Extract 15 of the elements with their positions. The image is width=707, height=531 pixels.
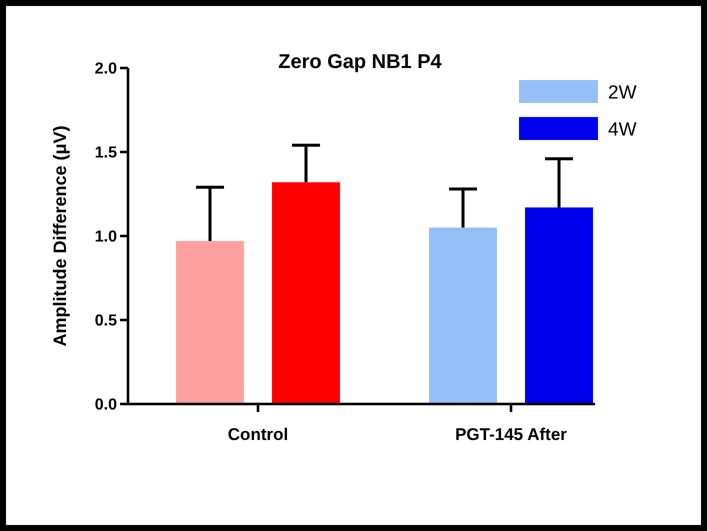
y-tick-label: 1.0 xyxy=(94,228,118,246)
legend-label: 2W xyxy=(608,82,637,104)
y-axis-title: Amplitude Difference (μV) xyxy=(50,125,70,347)
bar xyxy=(525,207,593,404)
y-tick-label: 1.5 xyxy=(94,144,118,162)
legend-label: 4W xyxy=(608,120,637,141)
bar xyxy=(176,241,244,404)
y-tick-label: 0.5 xyxy=(94,312,118,330)
y-tick-label: 2.0 xyxy=(94,60,118,78)
y-tick-label: 0.0 xyxy=(94,396,118,414)
chart-title: Zero Gap NB1 P4 xyxy=(278,51,443,73)
bar xyxy=(272,182,340,404)
bar xyxy=(429,228,497,404)
x-tick-label: Control xyxy=(228,425,288,444)
x-tick-label: PGT-145 After xyxy=(455,425,568,444)
